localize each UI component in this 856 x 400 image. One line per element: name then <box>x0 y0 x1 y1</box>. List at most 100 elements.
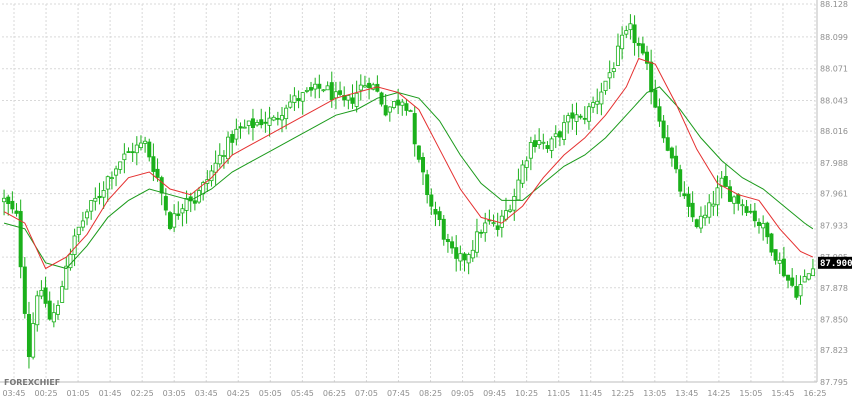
y-tick-label: 87.988 <box>820 159 848 168</box>
candle <box>462 252 467 272</box>
candle <box>47 291 52 321</box>
candle-body <box>93 197 98 202</box>
candle-body <box>288 101 293 108</box>
candle-body <box>607 72 612 79</box>
candle <box>806 273 811 281</box>
candle <box>55 300 60 320</box>
candle <box>578 113 583 120</box>
candle-body <box>740 204 745 207</box>
candle <box>528 136 533 171</box>
candle <box>748 203 753 215</box>
candle-body <box>184 198 189 211</box>
candle <box>603 80 608 95</box>
candle-body <box>541 141 546 144</box>
x-tick-label: 03:45 <box>195 389 218 398</box>
candle-body <box>732 196 737 204</box>
y-tick-label: 87.823 <box>820 346 848 355</box>
candle-body <box>51 312 56 323</box>
x-tick-label: 00:25 <box>35 389 58 398</box>
candle <box>636 37 641 58</box>
candle-body <box>263 121 268 124</box>
candle <box>595 88 600 115</box>
candle-body <box>711 203 716 207</box>
candle <box>620 26 625 60</box>
ma-fast-line <box>3 57 814 270</box>
candle <box>545 141 550 153</box>
candle <box>715 175 720 217</box>
candle-body <box>512 196 517 211</box>
price-tag-label: 87.900 <box>820 259 853 269</box>
candle-body <box>250 118 255 128</box>
candle <box>147 138 152 162</box>
candle-body <box>441 218 446 240</box>
candle <box>143 136 148 153</box>
y-tick-label: 87.850 <box>820 316 848 325</box>
x-tick-label: 09:05 <box>451 389 474 398</box>
candle-body <box>72 235 77 255</box>
candle-body <box>574 114 579 122</box>
candle <box>615 33 620 66</box>
candle-body <box>105 176 110 190</box>
candle-body <box>275 117 280 120</box>
candle-body <box>143 140 148 144</box>
candle-body <box>810 268 815 277</box>
candle <box>549 136 554 159</box>
candle <box>719 171 724 199</box>
candle <box>367 77 372 100</box>
candle-body <box>479 231 484 234</box>
candle <box>325 81 330 91</box>
candle-body <box>790 277 795 286</box>
candle <box>97 182 102 205</box>
candle-body <box>562 122 567 140</box>
candle <box>682 181 687 199</box>
candle <box>292 87 297 111</box>
candle-body <box>570 112 575 119</box>
candle-body <box>151 156 156 172</box>
candle-body <box>309 87 314 91</box>
candle-body <box>649 61 654 93</box>
candle-body <box>238 126 243 129</box>
candle <box>130 142 135 162</box>
candle-body <box>350 97 355 104</box>
grid <box>2 3 816 383</box>
candle <box>31 312 36 360</box>
candle-body <box>528 142 533 159</box>
candle <box>362 75 367 88</box>
candle <box>379 91 384 107</box>
candle <box>740 199 745 216</box>
x-tick-label: 02:25 <box>131 389 154 398</box>
candle-body <box>221 155 226 157</box>
candle <box>553 125 558 149</box>
candle <box>313 77 318 99</box>
candle <box>408 109 413 113</box>
candle-body <box>578 115 583 118</box>
candle-body <box>470 249 475 259</box>
candle <box>383 94 388 117</box>
candle-body <box>503 210 508 220</box>
candle <box>238 122 243 139</box>
candle-body <box>85 211 90 219</box>
x-tick-label: 12:25 <box>611 389 634 398</box>
y-tick-label: 87.878 <box>820 284 848 293</box>
candle-body <box>213 162 218 173</box>
candle <box>39 280 44 300</box>
candle-body <box>582 117 587 120</box>
candle <box>246 120 251 135</box>
candle-body <box>474 231 479 253</box>
candle <box>694 218 699 229</box>
candle-body <box>744 206 749 213</box>
candle <box>591 96 596 113</box>
candle <box>537 128 542 149</box>
candle <box>441 214 446 246</box>
candle-body <box>757 221 762 226</box>
candle <box>60 280 65 303</box>
candle <box>350 84 355 109</box>
candle-body <box>80 220 85 228</box>
candle <box>508 204 513 213</box>
candle <box>445 233 450 253</box>
candle-body <box>653 89 658 108</box>
candle-body <box>192 200 197 204</box>
candle <box>64 257 69 290</box>
candle-body <box>669 147 674 159</box>
candle-body <box>786 274 791 281</box>
